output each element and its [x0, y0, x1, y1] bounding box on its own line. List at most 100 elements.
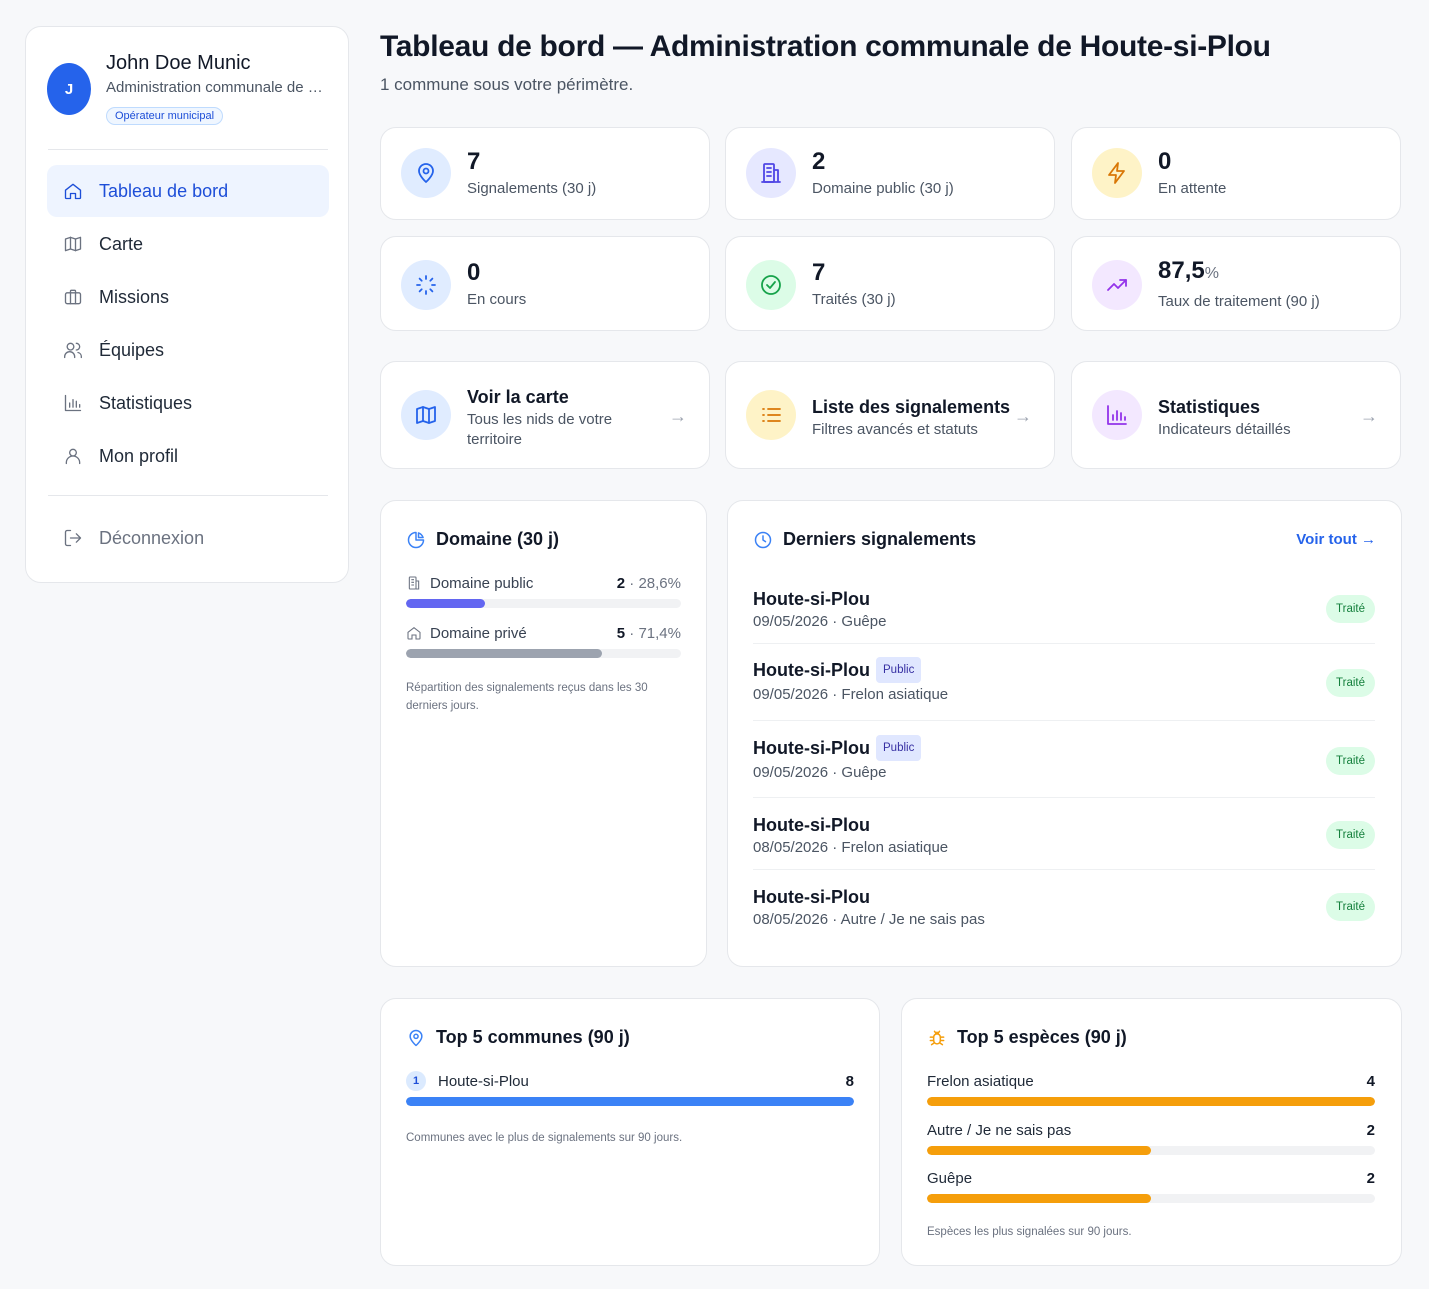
domain-count: 2 [616, 574, 626, 592]
top-species-card: Top 5 espèces (90 j) Frelon asiatique 4 A… [901, 998, 1402, 1266]
report-meta: 09/05/2026 · Guêpe [753, 764, 887, 781]
recent-title: Derniers signalements [753, 529, 976, 550]
stat-unit: % [1204, 265, 1219, 282]
nav-label: Carte [99, 233, 144, 254]
species-bar [927, 1146, 1151, 1155]
arrow-right-icon: → [1360, 406, 1378, 426]
user-name: John Doe Munic [106, 52, 251, 74]
top-communes-card: Top 5 communes (90 j) 1 Houte-si-Plou 8 C… [380, 998, 880, 1266]
domain-row-public: Domaine public 2 · 28,6% [406, 573, 681, 608]
quick-link-title: Liste des signalements [812, 397, 1011, 417]
pie-chart-icon [407, 531, 425, 548]
divider [48, 149, 328, 150]
quick-link-desc: Indicateurs détaillés [1158, 421, 1291, 438]
logout-label: Déconnexion [99, 527, 205, 548]
report-item[interactable]: Houte-si-Plou 08/05/2026 · Frelon asiati… [753, 815, 1375, 856]
commune-label: Houte-si-Plou [438, 1072, 529, 1090]
domain-pct: 28,6% [638, 574, 681, 592]
divider [48, 495, 328, 496]
rank-badge: 1 [406, 1071, 426, 1091]
stat-card-pending: 0 En attente [1071, 127, 1401, 220]
see-all-link[interactable]: Voir tout → [1296, 531, 1376, 548]
report-item[interactable]: Houte-si-Plou Public 09/05/2026 · Guêpe T… [753, 735, 1375, 781]
species-count: 2 [1366, 1121, 1375, 1139]
nav-label: Tableau de bord [99, 180, 229, 201]
stat-value: 7 [467, 148, 481, 175]
stat-card-in-progress: 0 En cours [380, 236, 710, 331]
domain-title: Domaine (30 j) [406, 529, 559, 550]
species-label: Guêpe [927, 1169, 973, 1187]
nav-item-map[interactable]: Carte [47, 218, 329, 270]
logout-icon [64, 529, 82, 547]
bolt-icon [1092, 148, 1142, 198]
quick-link-desc: Tous les nids de votre territoire [467, 411, 613, 448]
domain-pct: 71,4% [638, 624, 681, 642]
quick-link-reports-list[interactable]: Liste des signalements Filtres avancés e… [725, 361, 1055, 469]
nav-item-dashboard[interactable]: Tableau de bord [47, 165, 329, 217]
report-item[interactable]: Houte-si-Plou 09/05/2026 · Guêpe Traité [753, 589, 1375, 630]
species-count: 2 [1366, 1169, 1375, 1187]
nav-item-profile[interactable]: Mon profil [47, 430, 329, 482]
stat-label: Signalements (30 j) [467, 180, 597, 197]
stat-value: 2 [812, 148, 826, 175]
avatar[interactable]: J [47, 63, 91, 115]
quick-link-statistics[interactable]: Statistiques Indicateurs détaillés → [1071, 361, 1401, 469]
building-icon [746, 148, 796, 198]
domain-label: Domaine public [430, 574, 534, 592]
report-name: Houte-si-Plou Public [753, 657, 1375, 683]
bar-chart-icon [1092, 390, 1142, 440]
species-bar [927, 1097, 1375, 1106]
arrow-right-icon: → [669, 406, 687, 426]
page-title: Tableau de bord — Administration communa… [380, 30, 1271, 63]
stat-label: En cours [467, 291, 527, 308]
recent-reports-card: Derniers signalements Voir tout → Houte-… [727, 500, 1402, 967]
bar-chart-icon [64, 394, 82, 412]
divider [753, 869, 1375, 870]
page-subtitle: 1 commune sous votre périmètre. [380, 75, 634, 94]
report-meta: 08/05/2026 · Frelon asiatique [753, 839, 949, 856]
domain-label: Domaine privé [430, 624, 527, 642]
quick-link-desc: Filtres avancés et statuts [812, 421, 978, 438]
species-row: Frelon asiatique 4 [927, 1071, 1375, 1106]
commune-row: 1 Houte-si-Plou 8 [406, 1071, 854, 1106]
species-row: Autre / Je ne sais pas 2 [927, 1120, 1375, 1155]
bug-icon [929, 1030, 945, 1045]
species-count: 4 [1366, 1072, 1375, 1090]
stat-value: 0 [1158, 148, 1172, 175]
report-item[interactable]: Houte-si-Plou Public 09/05/2026 · Frelon … [753, 657, 1375, 703]
quick-link-map[interactable]: Voir la carte Tous les nids de votre ter… [380, 361, 710, 469]
divider [753, 720, 1375, 721]
sidebar: J John Doe Munic Administration communal… [25, 26, 349, 583]
role-badge: Opérateur municipal [106, 107, 224, 125]
loader-icon [401, 260, 451, 310]
domain-count: 5 [616, 624, 626, 642]
report-name: Houte-si-Plou [753, 887, 870, 907]
species-label: Autre / Je ne sais pas [927, 1121, 1072, 1139]
stat-card-public-domain: 2 Domaine public (30 j) [725, 127, 1055, 220]
user-org: Administration communale de Houte-si-Plo… [106, 79, 326, 96]
map-pin-icon [401, 148, 451, 198]
report-item[interactable]: Houte-si-Plou 08/05/2026 · Autre / Je ne… [753, 887, 1375, 928]
stat-label: Taux de traitement (90 j) [1158, 293, 1320, 310]
stat-label: Traités (30 j) [812, 291, 896, 308]
clock-icon [754, 531, 772, 548]
report-name: Houte-si-Plou [753, 815, 870, 835]
nav-item-statistics[interactable]: Statistiques [47, 377, 329, 429]
top-communes-title: Top 5 communes (90 j) [406, 1027, 630, 1048]
nav-item-missions[interactable]: Missions [47, 271, 329, 323]
top-species-note: Espèces les plus signalées sur 90 jours. [927, 1226, 1132, 1238]
quick-link-title: Voir la carte [467, 387, 569, 407]
report-name: Houte-si-Plou [753, 589, 870, 609]
commune-bar [406, 1097, 854, 1106]
domain-note: Répartition des signalements reçus dans … [406, 682, 648, 712]
stat-card-treated: 7 Traités (30 j) [725, 236, 1055, 331]
stat-label: Domaine public (30 j) [812, 180, 954, 197]
quick-link-title: Statistiques [1158, 397, 1261, 417]
divider [753, 797, 1375, 798]
nav-item-teams[interactable]: Équipes [47, 324, 329, 376]
domain-card: Domaine (30 j) Domaine public 2 · 28,6% … [380, 500, 707, 967]
stat-card-rate: 87,5% Taux de traitement (90 j) [1071, 236, 1401, 331]
logout-button[interactable]: Déconnexion [47, 512, 329, 564]
user-icon [65, 448, 81, 465]
stat-label: En attente [1158, 180, 1227, 197]
